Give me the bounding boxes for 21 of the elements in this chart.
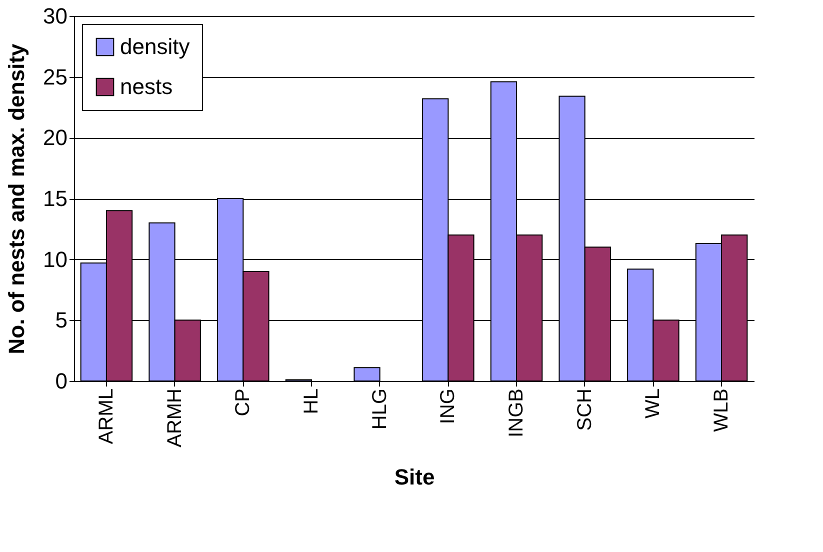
x-tick-label: HLG xyxy=(368,388,391,430)
x-tick-label: ARML xyxy=(95,388,118,444)
y-tick-label: 15 xyxy=(43,186,68,211)
y-tick-label: 0 xyxy=(55,368,68,394)
x-tick-label: WL xyxy=(642,388,664,418)
y-axis-title: No. of nests and max. density xyxy=(4,42,30,354)
legend-label: density xyxy=(120,34,190,59)
y-tick-label: 20 xyxy=(43,125,68,150)
x-tick-label: WLB xyxy=(710,388,733,432)
legend-label: nests xyxy=(120,74,173,99)
x-tick-label: CP xyxy=(232,388,254,416)
x-tick-label: ING xyxy=(437,388,460,424)
y-tick-label: 25 xyxy=(43,64,68,90)
x-tick-label: ARMH xyxy=(164,388,186,448)
y-tick-label: 10 xyxy=(43,246,68,272)
y-tick-label: 30 xyxy=(43,4,68,28)
x-axis-title: Site xyxy=(394,464,435,490)
y-tick-label: 5 xyxy=(55,308,68,333)
x-tick-label: SCH xyxy=(574,388,596,431)
x-tick-label: HL xyxy=(300,388,322,414)
x-tick-label: INGB xyxy=(506,388,528,438)
